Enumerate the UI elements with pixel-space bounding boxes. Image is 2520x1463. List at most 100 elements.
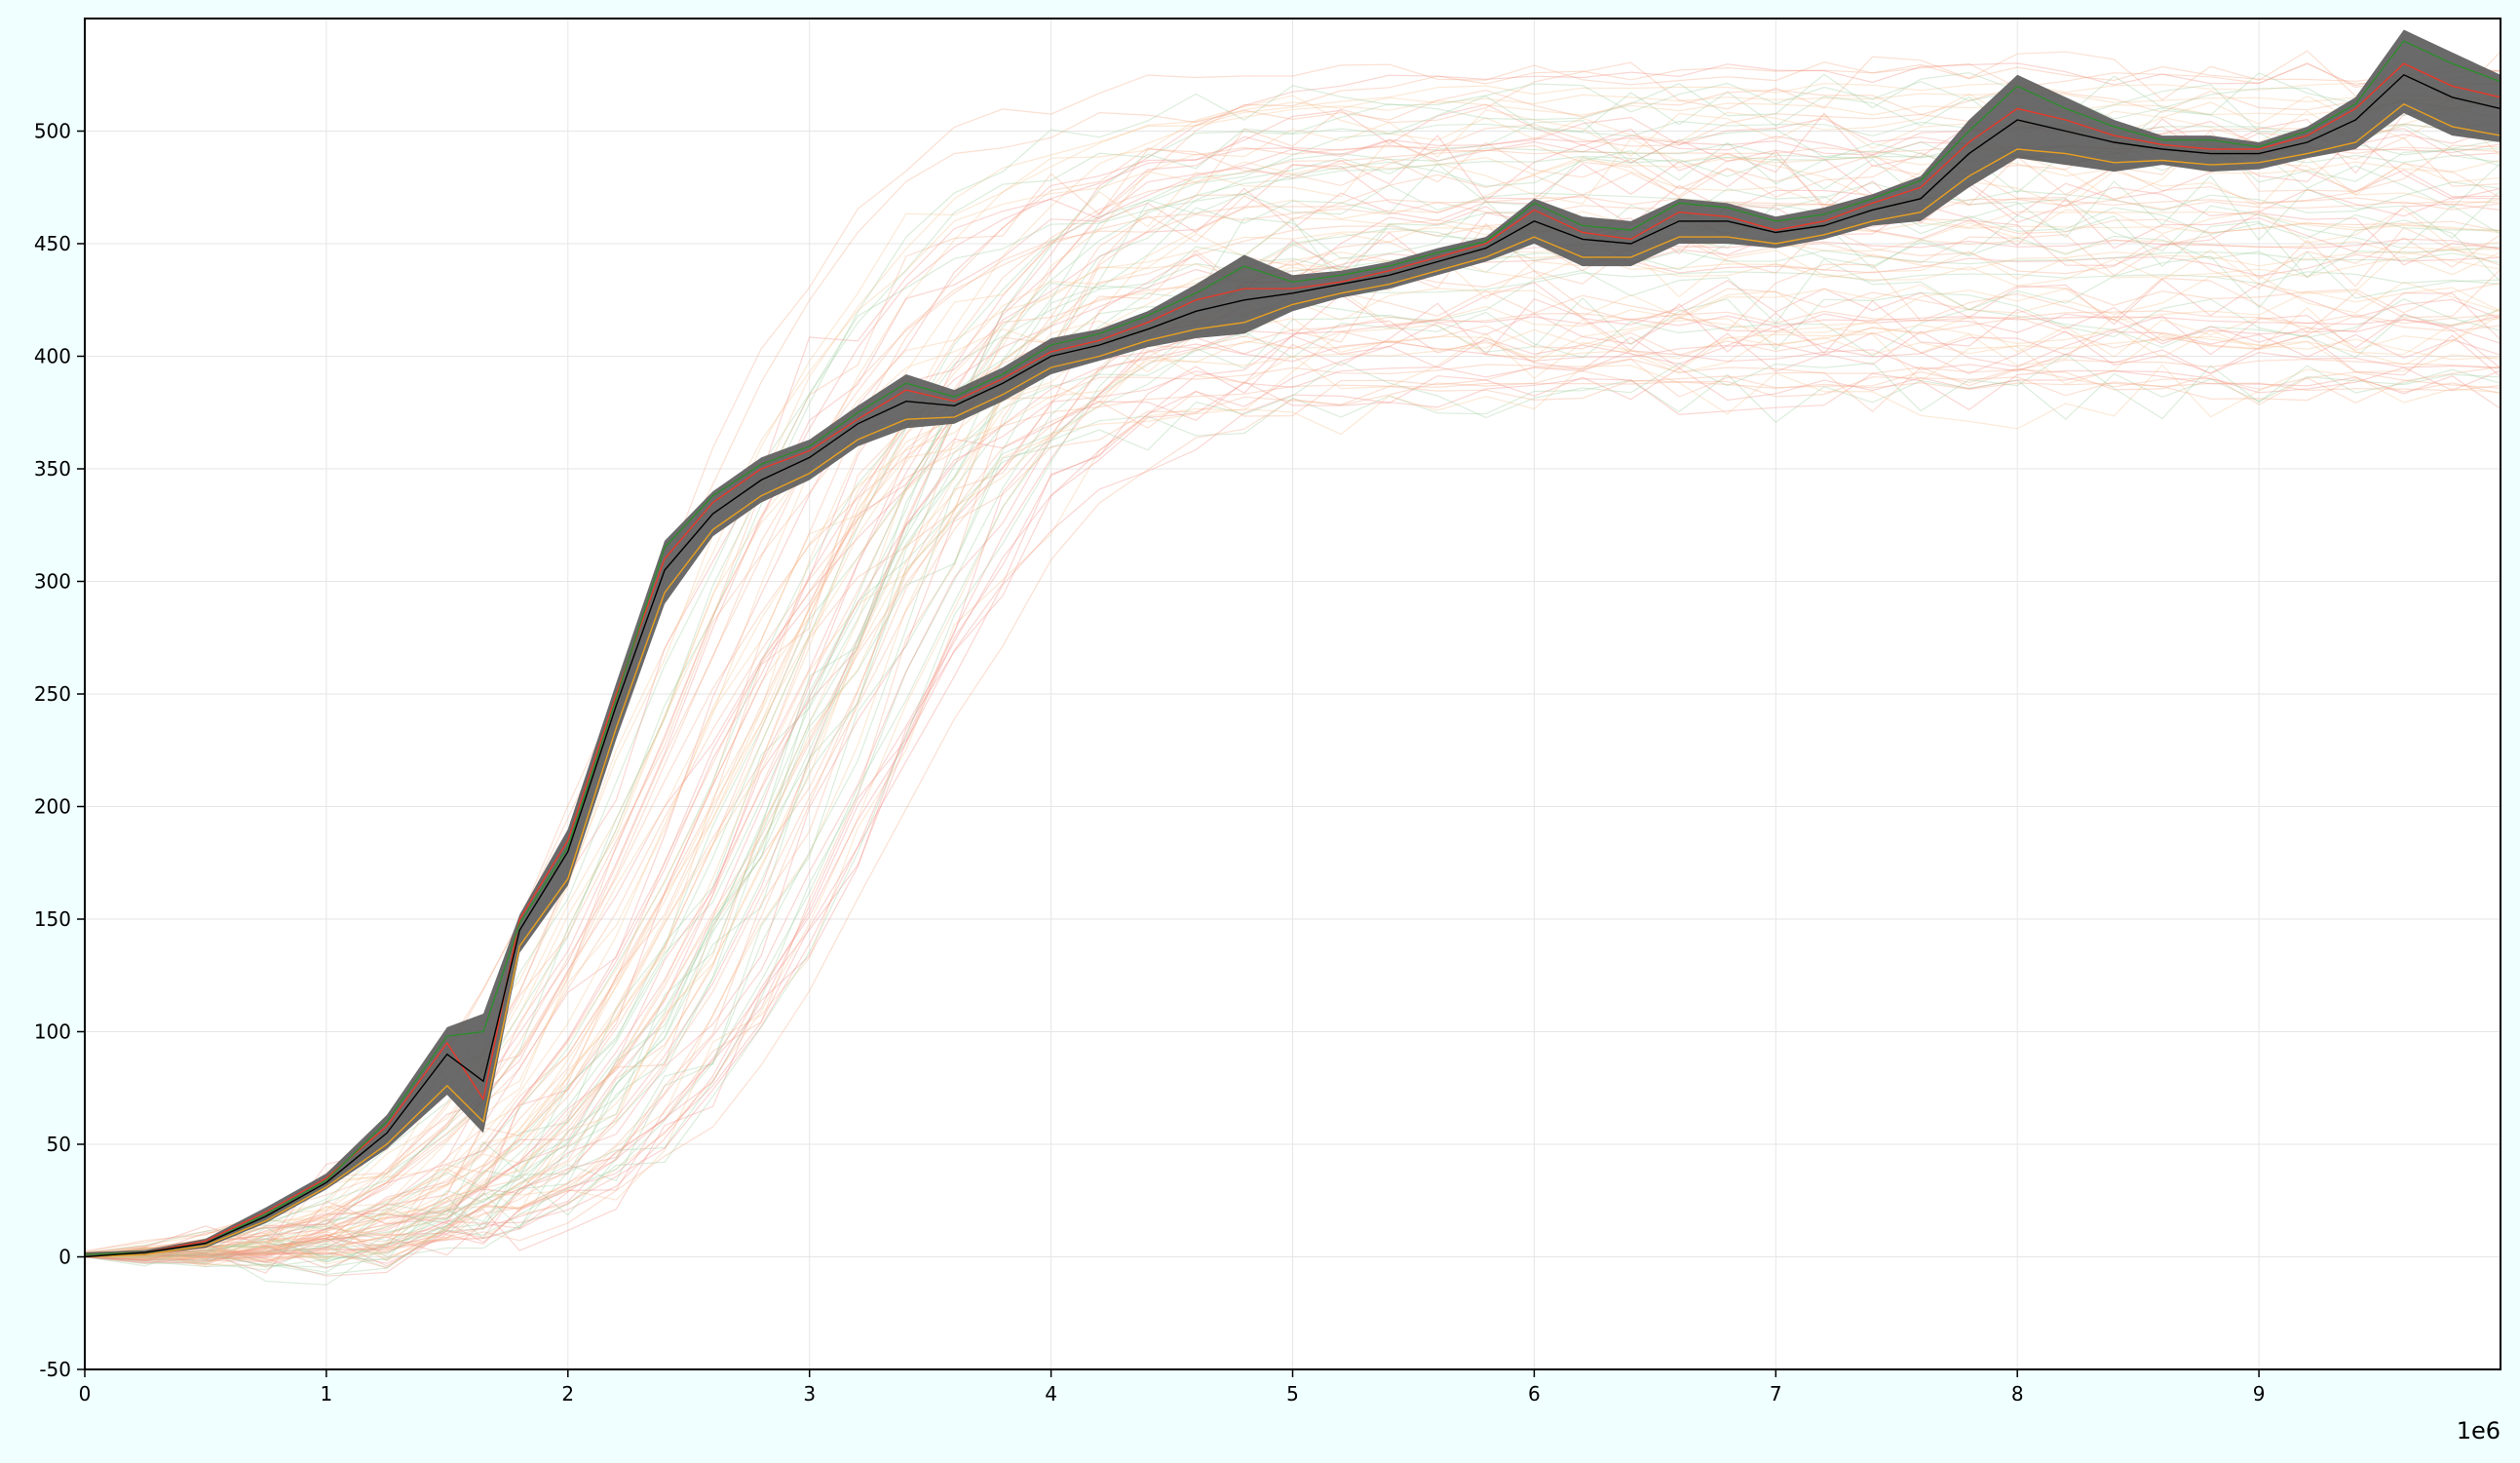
faint-run-trace [84,376,2501,1258]
series-line [84,62,2501,1255]
mean-series-line [84,73,2501,1258]
faint-run-trace [84,381,2501,1255]
faint-run-trace [84,155,2501,1260]
faint-run-trace [84,330,2501,1261]
faint-run-trace [84,221,2501,1258]
faint-run-trace [84,250,2501,1254]
faint-run-trace [84,287,2501,1253]
y-tick-label: 0 [58,1246,71,1269]
x-tick-label: 9 [2253,1382,2266,1405]
y-tick-label: 500 [34,120,71,143]
faint-run-trace [84,253,2501,1258]
faint-run-trace [84,184,2501,1255]
y-tick-label: 350 [34,457,71,481]
faint-run-trace [84,335,2501,1258]
faint-run-trace [84,372,2501,1261]
faint-run-trace [84,195,2501,1256]
x-axis-ticks: 0 1 2 3 4 5 6 7 8 9 [79,1369,2266,1405]
faint-run-trace [84,156,2501,1268]
faint-run-trace [84,211,2501,1259]
x-axis-offset-label: 1e6 [2457,1417,2501,1444]
series-lines [84,40,2501,1258]
confidence-band [85,29,2501,1257]
y-tick-label: 200 [34,795,71,819]
faint-run-trace [84,212,2501,1277]
y-tick-label: 50 [47,1133,71,1156]
faint-run-trace [84,310,2501,1258]
y-axis-ticks: -50 0 50 100 150 200 250 300 350 400 450 500 [34,120,85,1381]
x-tick-label: 4 [1045,1382,1057,1405]
faint-run-trace [84,367,2501,1261]
x-tick-label: 5 [1286,1382,1299,1405]
faint-run-trace [84,63,2501,1262]
x-tick-label: 6 [1528,1382,1541,1405]
x-tick-label: 0 [79,1382,92,1405]
faint-run-trace [84,99,2501,1256]
faint-run-trace [84,246,2501,1260]
faint-run-trace [84,238,2501,1258]
faint-run-trace [84,278,2501,1267]
faint-run-trace [84,292,2501,1269]
faint-run-trace [84,250,2501,1258]
faint-run-trace [84,315,2501,1253]
faint-run-trace [84,135,2501,1258]
series-line [84,40,2501,1255]
series-line [84,102,2501,1258]
faint-run-trace [84,313,2501,1267]
faint-run-trace [84,181,2501,1253]
faint-run-trace [84,353,2501,1261]
faint-run-trace [84,326,2501,1257]
faint-run-trace [84,364,2501,1263]
faint-run-trace [84,291,2501,1264]
faint-run-trace [84,358,2501,1255]
y-tick-label: 450 [34,232,71,255]
faint-run-trace [84,349,2501,1263]
y-tick-label: 300 [34,570,71,594]
faint-run-trace [84,313,2501,1258]
x-tick-label: 1 [321,1382,333,1405]
faint-run-trace [84,209,2501,1271]
faint-run-trace [84,217,2501,1258]
faint-run-trace [84,358,2501,1258]
x-tick-label: 3 [803,1382,816,1405]
y-tick-label: 250 [34,682,71,706]
faint-run-trace [84,308,2501,1258]
faint-run-trace [84,331,2501,1258]
faint-run-trace [84,197,2501,1274]
faint-run-trace [84,235,2501,1268]
faint-run-trace [84,306,2501,1267]
faint-run-trace [84,84,2501,1276]
faint-run-trace [84,208,2501,1258]
faint-run-trace [84,315,2501,1256]
faint-run-trace [84,315,2501,1258]
y-tick-label: -50 [39,1358,71,1381]
x-tick-label: 2 [561,1382,574,1405]
faint-run-trace [84,250,2501,1267]
faint-run-trace [84,198,2501,1264]
faint-run-trace [84,150,2501,1274]
faint-run-trace [84,366,2501,1264]
y-tick-label: 400 [34,345,71,368]
faint-run-trace [84,130,2501,1256]
faint-run-trace [84,82,2501,1258]
faint-run-trace [84,239,2501,1260]
faint-run-trace [84,199,2501,1256]
x-tick-label: 8 [2011,1382,2024,1405]
faint-run-trace [84,80,2501,1256]
faint-run-trace [84,174,2501,1286]
faint-run-trace [84,369,2501,1255]
faint-run-trace [84,263,2501,1263]
faint-run-trace [84,108,2501,1259]
faint-run-trace [84,50,2501,1261]
y-tick-label: 150 [34,907,71,931]
y-tick-label: 100 [34,1020,71,1044]
faint-run-trace [84,93,2501,1258]
faint-run-trace [84,233,2501,1260]
faint-run-trace [84,250,2501,1258]
band-area [85,29,2501,1257]
faint-run-trace [84,71,2501,1261]
x-tick-label: 7 [1770,1382,1782,1405]
faint-run-trace [84,317,2501,1266]
mean-line [84,73,2501,1258]
